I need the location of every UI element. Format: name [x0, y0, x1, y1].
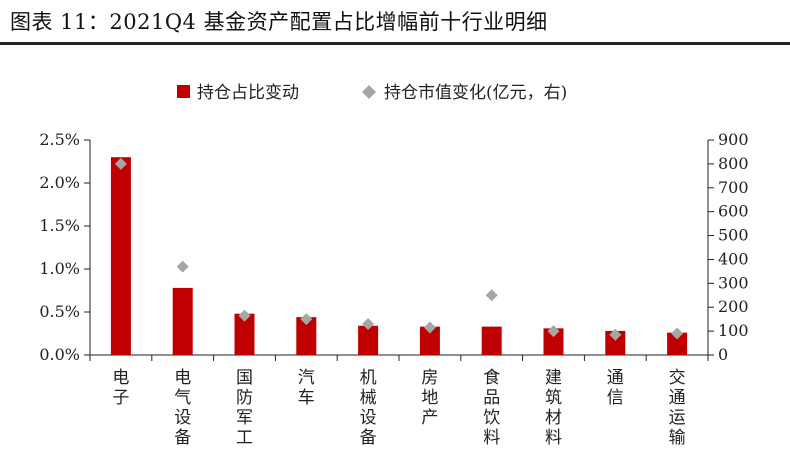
category-label: 交通运输 — [669, 368, 686, 448]
diamond-marker — [609, 328, 622, 341]
right-axis-tick-label: 400 — [718, 249, 749, 268]
category-label: 房地产 — [421, 368, 438, 428]
bar — [419, 326, 440, 355]
right-axis-tick-label: 600 — [718, 202, 749, 221]
category-labels: 电子 电气设备 国防军工 汽车 机械设备 房地产 食品饮料 建筑材料 通信 交通运输 — [112, 368, 685, 448]
marker-series — [114, 157, 684, 341]
category-label: 电子 — [112, 368, 129, 408]
diamond-marker — [362, 317, 375, 330]
diamond-marker — [300, 313, 313, 326]
diamond-marker — [547, 325, 560, 338]
legend-label-marker: 持仓市值变化(亿元，右) — [384, 83, 567, 103]
bar — [481, 326, 502, 355]
right-axis-tick-label: 100 — [718, 321, 749, 340]
legend-swatch-bar — [177, 85, 190, 98]
diamond-marker — [423, 321, 436, 334]
bar — [234, 313, 255, 355]
diamond-marker — [485, 289, 498, 302]
bar-series — [110, 157, 688, 355]
left-axis-tick-label: 1.5% — [39, 216, 80, 235]
bar — [358, 325, 379, 355]
category-label: 建筑材料 — [545, 368, 562, 448]
right-axis-tick-label: 0 — [718, 345, 728, 364]
axes: 0.0% 0.5% 1.0% 1.5% 2.0% 2.5% 0 100 200 300 400 500… — [39, 130, 748, 364]
right-axis-tick-label: 900 — [718, 130, 749, 149]
legend-label-bar: 持仓占比变动 — [197, 83, 299, 103]
category-label: 电气设备 — [174, 368, 191, 448]
right-axis-tick-label: 200 — [718, 297, 749, 316]
diamond-marker — [671, 327, 684, 340]
bar — [543, 328, 564, 355]
left-axis-tick-label: 0.0% — [39, 345, 80, 364]
left-axis-tick-label: 1.0% — [39, 259, 80, 278]
title-rule — [0, 42, 790, 45]
figure-title: 图表 11：2021Q4 基金资产配置占比增幅前十行业明细 — [10, 10, 548, 34]
right-axis-tick-label: 800 — [718, 154, 749, 173]
right-axis-tick-label: 300 — [718, 273, 749, 292]
bar — [605, 330, 626, 355]
right-axis-tick-label: 500 — [718, 226, 749, 245]
legend-swatch-marker — [362, 85, 376, 99]
bar — [172, 287, 193, 355]
legend: 持仓占比变动 持仓市值变化(亿元，右) — [177, 83, 567, 103]
right-axis-tick-label: 700 — [718, 178, 749, 197]
left-axis-tick-label: 2.5% — [39, 130, 80, 149]
bar — [296, 317, 317, 355]
category-label: 国防军工 — [236, 368, 253, 448]
diamond-marker — [238, 309, 251, 322]
bar — [110, 157, 131, 355]
left-axis-tick-label: 0.5% — [39, 302, 80, 321]
diamond-marker — [176, 260, 189, 273]
category-label: 食品饮料 — [483, 368, 500, 448]
category-label: 机械设备 — [360, 368, 377, 448]
bar — [667, 332, 688, 355]
category-label: 通信 — [607, 368, 624, 408]
diamond-marker — [114, 157, 127, 170]
category-label: 汽车 — [298, 368, 315, 408]
left-axis-tick-label: 2.0% — [39, 173, 80, 192]
